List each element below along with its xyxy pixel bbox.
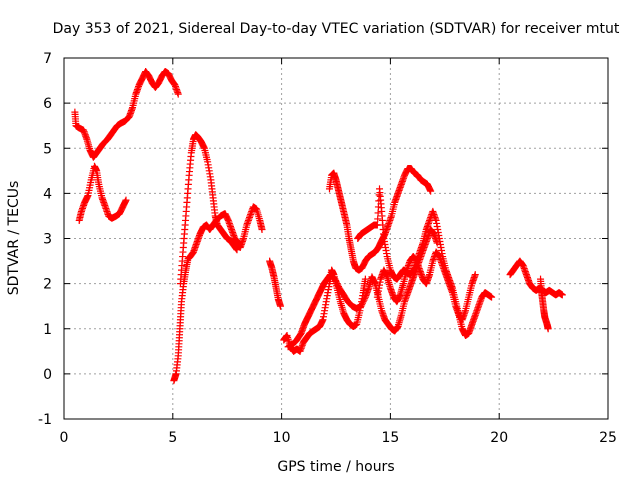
data-point: [332, 278, 340, 286]
series-s1: [71, 68, 182, 161]
data-point: [277, 302, 285, 310]
x-tick-label: 10: [273, 430, 291, 446]
series-s9: [354, 185, 496, 340]
y-tick-label: 2: [43, 277, 52, 293]
y-axis-title: SDTVAR / TECUs: [6, 181, 22, 296]
data-point: [333, 280, 341, 288]
x-tick-label: 25: [599, 430, 617, 446]
series-s11: [506, 257, 566, 299]
grid-lines: [64, 58, 608, 419]
y-tick-labels: -1 0 1 2 3 4 5 6 7: [38, 51, 52, 428]
data-point: [334, 281, 342, 289]
y-tick-label: -1: [38, 412, 52, 428]
y-tick-label: 3: [43, 232, 52, 248]
data-point: [361, 295, 369, 303]
y-tick-label: 6: [43, 96, 52, 112]
series-s4: [176, 131, 241, 288]
data-point: [544, 325, 552, 333]
data-point: [471, 271, 479, 279]
data-point: [360, 296, 368, 304]
data-point: [358, 301, 366, 309]
data-point: [488, 293, 496, 301]
data-point: [374, 209, 382, 217]
y-tick-label: 1: [43, 322, 52, 338]
chart-title: Day 353 of 2021, Sidereal Day-to-day VTE…: [53, 21, 620, 37]
y-tick-label: 7: [43, 51, 52, 67]
plot-frame: [63, 57, 609, 420]
data-point: [332, 277, 340, 285]
series-s2: [75, 162, 130, 224]
data-point: [357, 302, 365, 310]
x-tick-label: 20: [490, 430, 508, 446]
x-tick-label: 5: [168, 430, 177, 446]
series-s5: [266, 257, 285, 310]
data-point: [331, 275, 339, 283]
x-tick-labels: 0 5 10 15 20 25: [60, 430, 617, 446]
series-s3: [170, 203, 266, 385]
data-point: [558, 291, 566, 299]
data-point: [174, 90, 182, 98]
data-point: [374, 215, 382, 223]
x-tick-label: 0: [60, 430, 69, 446]
data-point: [358, 299, 366, 307]
data-point: [359, 298, 367, 306]
data-point: [122, 196, 130, 204]
data-point: [258, 225, 266, 233]
data-point: [233, 246, 241, 254]
x-axis-title: GPS time / hours: [277, 459, 394, 475]
series-s10: [373, 248, 479, 324]
data-point: [427, 187, 435, 195]
data-points: [71, 68, 566, 385]
y-tick-label: 0: [43, 367, 52, 383]
data-point: [361, 275, 369, 283]
y-tick-label: 5: [43, 141, 52, 157]
series-s12: [537, 275, 552, 333]
x-tick-label: 15: [381, 430, 399, 446]
series-s8: [325, 165, 435, 274]
y-tick-label: 4: [43, 186, 52, 202]
series-s7: [284, 225, 441, 351]
